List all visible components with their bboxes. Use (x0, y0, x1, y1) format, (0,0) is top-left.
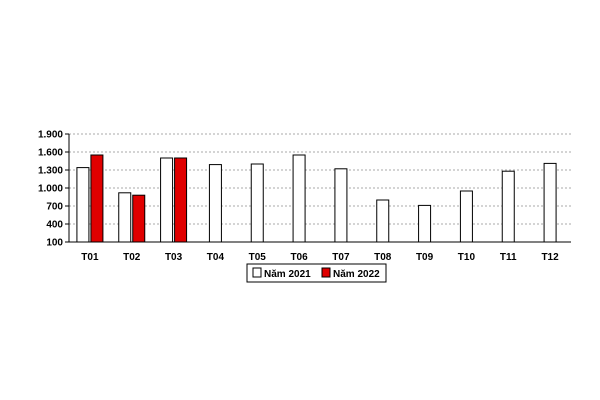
x-tick-labels: T01 T02 T03 T04 T05 T06 T07 T08 T09 T10 T11 T12 (81, 252, 559, 263)
bar-2021-T02 (118, 192, 132, 243)
x-tick-label: T06 (290, 252, 308, 263)
bar-2022-T02 (132, 194, 146, 243)
axes (65, 133, 571, 243)
x-tick-label: T11 (500, 252, 517, 263)
y-tick-label: 700 (46, 202, 63, 213)
bar-2021-T10 (459, 190, 473, 243)
legend-swatch-2021 (252, 267, 262, 278)
bar-2021-T04 (208, 164, 222, 243)
bar-2021-T03 (160, 157, 174, 243)
legend-box (246, 263, 387, 283)
x-tick-label: T01 (81, 252, 99, 263)
bar-2021-T12 (543, 162, 557, 243)
y-tick-labels: 100 400 700 1.000 1.300 1.600 1.900 (38, 130, 63, 249)
bar-2021-T05 (250, 163, 264, 243)
x-tick-label: T08 (374, 252, 392, 263)
bar-2021-T07 (334, 168, 348, 243)
bar-2022-T01 (90, 154, 104, 243)
bars (76, 154, 557, 243)
x-tick-label: T04 (207, 252, 225, 263)
x-tick-label: T09 (416, 252, 434, 263)
bar-2022-T03 (174, 157, 188, 243)
bar-2021-T01 (76, 167, 90, 243)
x-tick-label: T02 (123, 252, 141, 263)
y-tick-label: 100 (46, 238, 63, 249)
x-tick-label: T12 (541, 252, 559, 263)
bar-2021-T11 (501, 170, 515, 243)
y-tick-label: 1.600 (38, 148, 63, 159)
x-tick-label: T03 (165, 252, 183, 263)
bar-2021-T06 (292, 154, 306, 243)
legend-swatch-2022 (321, 267, 331, 278)
bar-2021-T09 (418, 204, 432, 243)
x-tick-label: T05 (249, 252, 267, 263)
y-tick-label: 1.900 (38, 130, 63, 141)
x-tick-label: T10 (458, 252, 476, 263)
legend: Năm 2021 Năm 2022 (246, 263, 387, 283)
legend-label-2021: Năm 2021 (264, 269, 311, 280)
y-tick-label: 400 (46, 220, 63, 231)
y-tick-label: 1.300 (38, 166, 63, 177)
legend-label-2022: Năm 2022 (333, 269, 380, 280)
y-tick-label: 1.000 (38, 184, 63, 195)
bar-2021-T08 (376, 199, 390, 243)
x-tick-label: T07 (332, 252, 350, 263)
